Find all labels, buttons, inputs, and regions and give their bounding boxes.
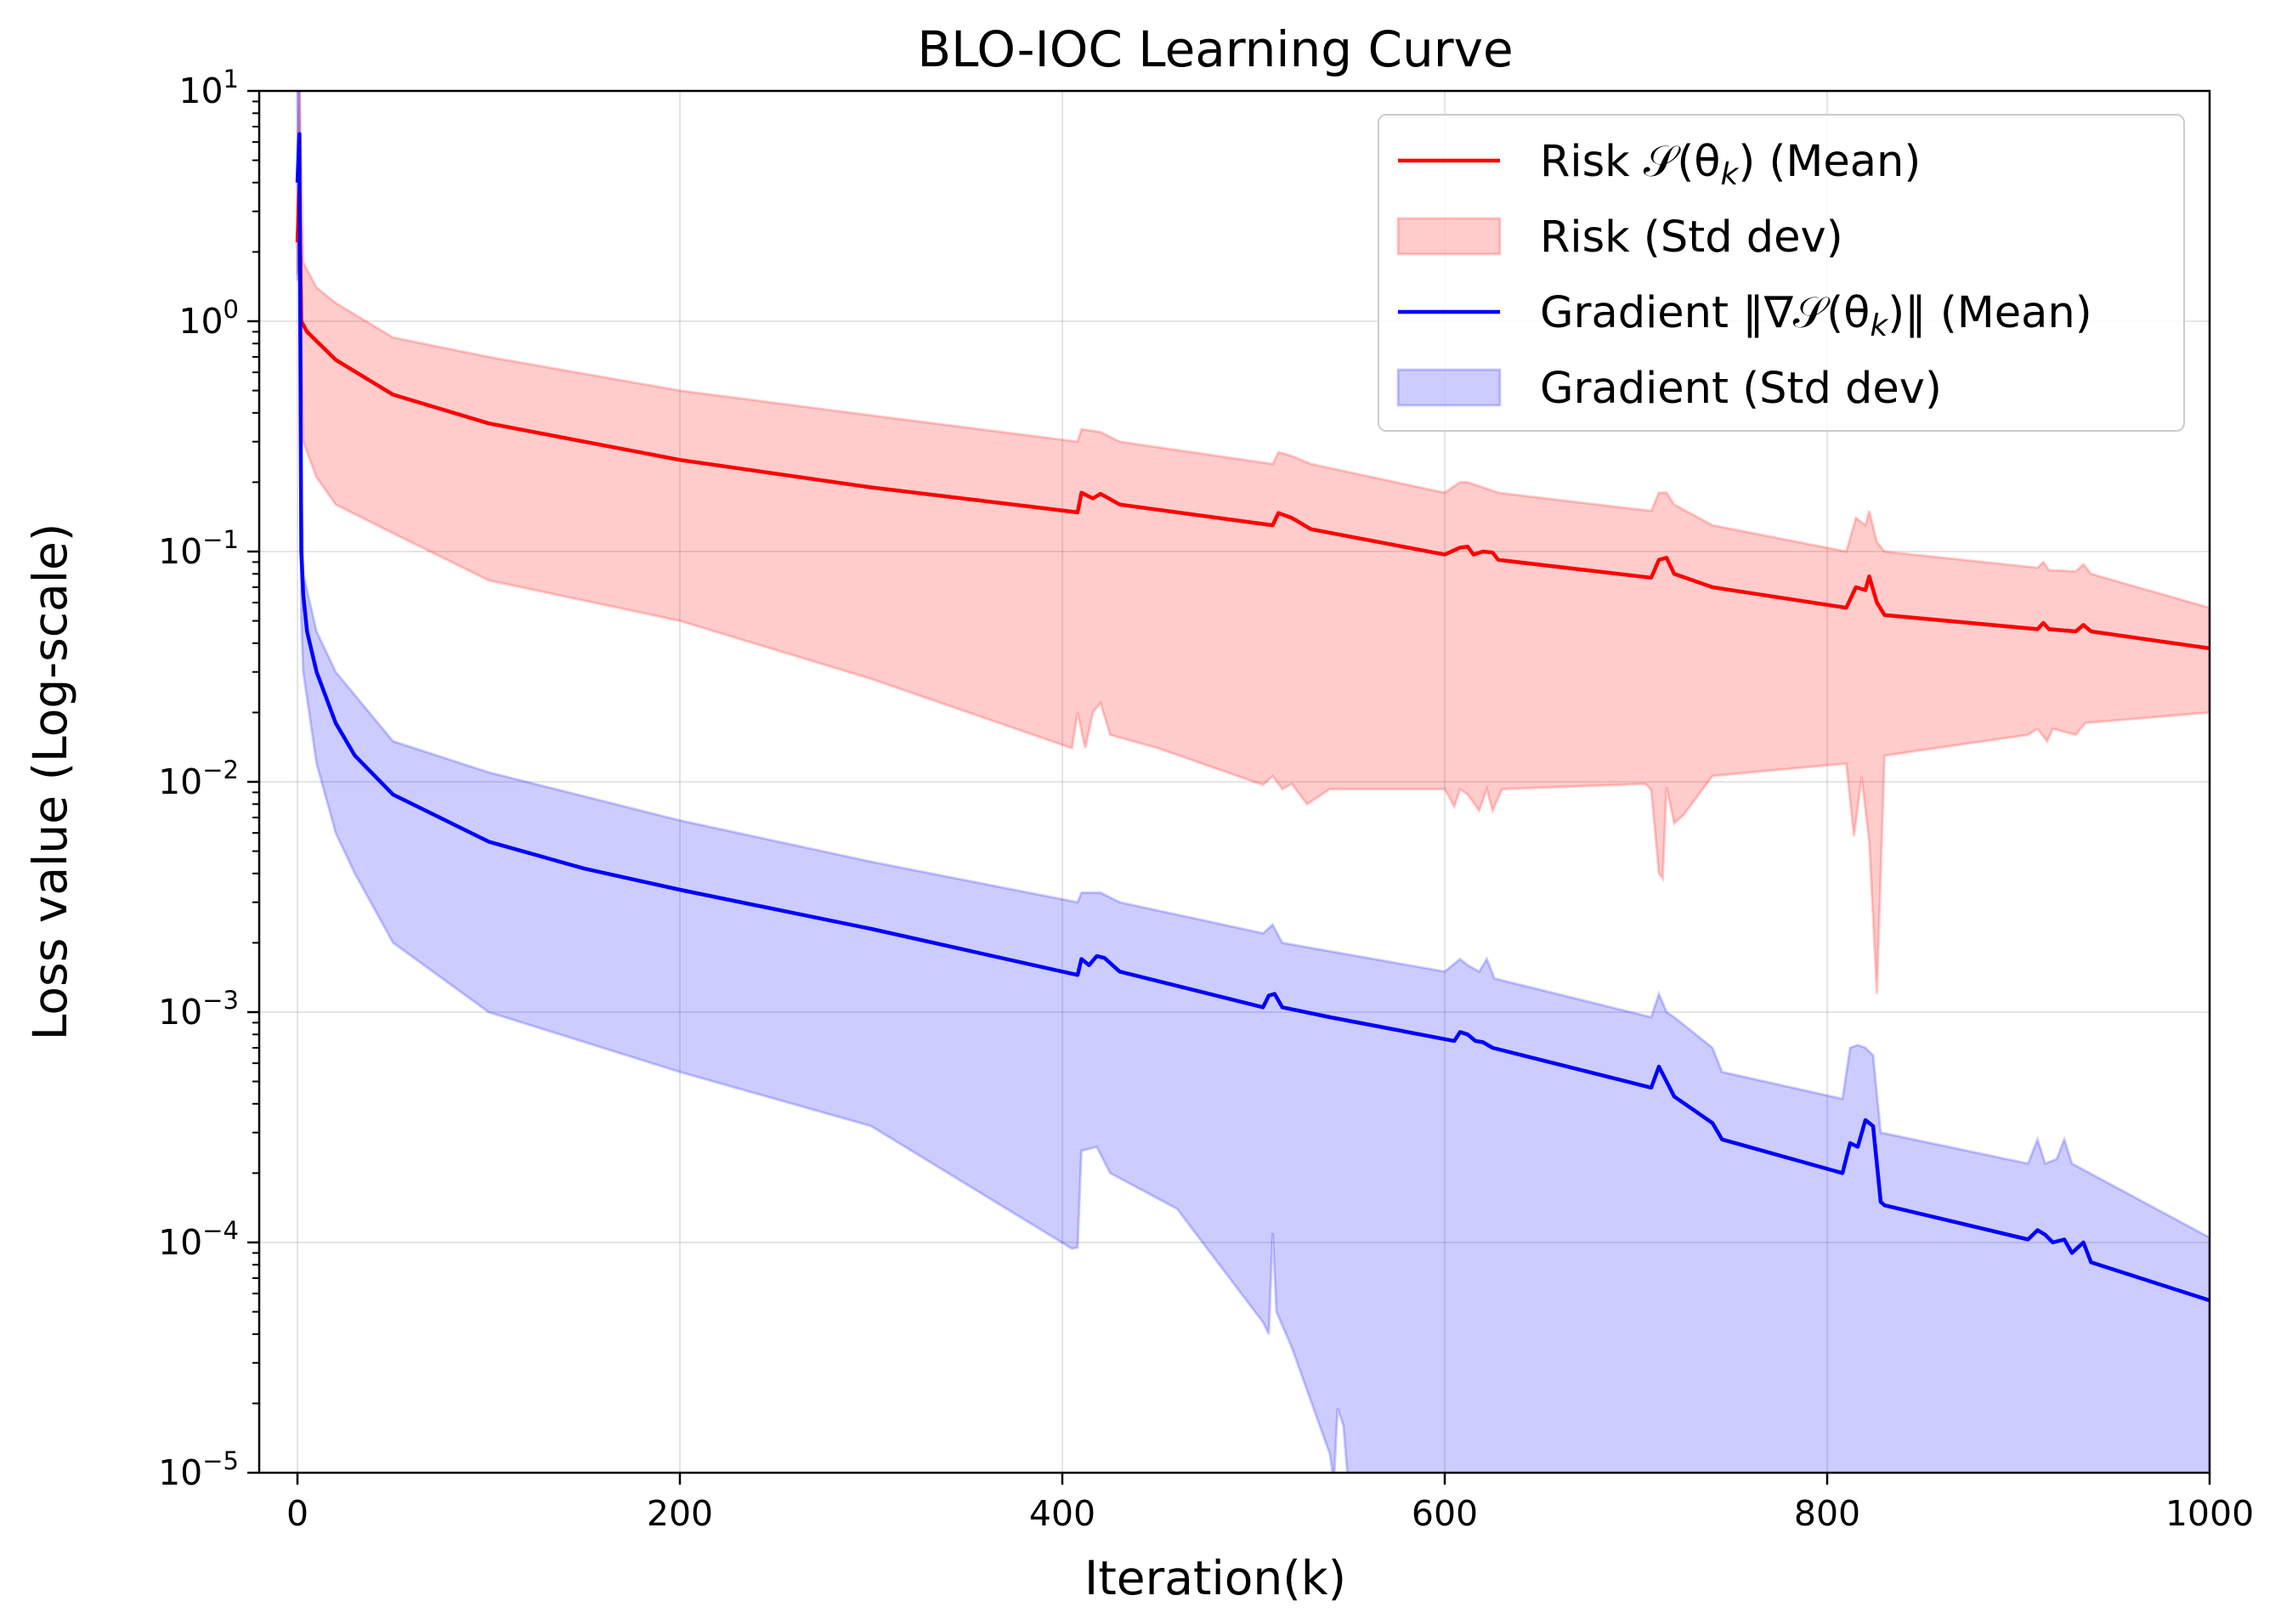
y-tick-label: 100 [178, 295, 239, 342]
y-tick-label: 101 [178, 65, 239, 111]
y-tick-label: 10−2 [158, 755, 239, 802]
y-tick-label: 10−3 [158, 986, 239, 1033]
legend-entry-label: Gradient (Std dev) [1540, 364, 1942, 414]
legend-entry-label: Risk (Std dev) [1540, 212, 1843, 263]
std-band [296, 91, 2210, 994]
x-tick-label: 600 [1412, 1493, 1478, 1534]
std-band [296, 91, 2210, 1473]
legend-patch-handle [1396, 368, 1502, 407]
mean-line [295, 132, 2210, 1303]
y-tick-label: 10−1 [158, 525, 239, 572]
legend-entry-label: Gradient ‖∇𝒮(θk)‖ (Mean) [1540, 288, 2092, 343]
x-tick-label: 800 [1794, 1493, 1860, 1534]
legend-entry-label: Risk 𝒮(θk) (Mean) [1540, 137, 1921, 192]
y-tick-label: 10−5 [158, 1446, 239, 1493]
legend-frame [1378, 114, 2185, 432]
y-axis-label: Loss value (Log-scale) [23, 523, 77, 1041]
std-bands [296, 91, 2210, 1473]
legend-patch-handle [1396, 217, 1502, 256]
x-tick-label: 400 [1029, 1493, 1095, 1534]
mean-line [295, 185, 2210, 651]
x-tick-label: 1000 [2165, 1493, 2254, 1534]
y-tick-label: 10−4 [158, 1216, 239, 1263]
mean-lines [295, 132, 2210, 1303]
axis-ticks: 0 200 400 600 800 1000 10−5 10−4 10−3 10−2 10−1 100… [158, 65, 2254, 1534]
x-tick-label: 0 [286, 1493, 308, 1534]
legend: Risk 𝒮(θk) (Mean) Risk (Std dev) Gradient … [1378, 114, 2185, 432]
chart-title: BLO-IOC Learning Curve [917, 20, 1513, 78]
x-axis-label: Iteration(k) [1084, 1551, 1346, 1605]
x-tick-label: 200 [647, 1493, 713, 1534]
